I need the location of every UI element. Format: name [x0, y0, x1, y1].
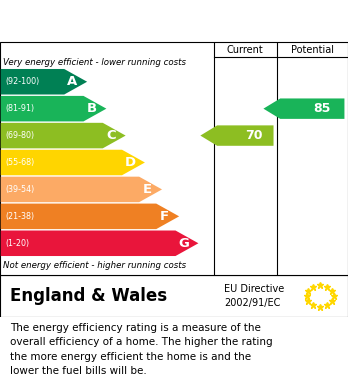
Text: C: C — [106, 129, 116, 142]
Text: Potential: Potential — [291, 45, 334, 55]
Text: (55-68): (55-68) — [5, 158, 34, 167]
Text: Very energy efficient - lower running costs: Very energy efficient - lower running co… — [3, 57, 187, 66]
Polygon shape — [200, 126, 274, 146]
Polygon shape — [1, 231, 198, 256]
Polygon shape — [1, 150, 145, 175]
Text: F: F — [160, 210, 169, 223]
Text: A: A — [67, 75, 77, 88]
Polygon shape — [263, 99, 345, 119]
Text: Not energy efficient - higher running costs: Not energy efficient - higher running co… — [3, 261, 187, 270]
Text: England & Wales: England & Wales — [10, 287, 168, 305]
Text: D: D — [125, 156, 136, 169]
Text: (69-80): (69-80) — [5, 131, 34, 140]
Polygon shape — [1, 204, 179, 229]
Text: 70: 70 — [245, 129, 262, 142]
Text: (39-54): (39-54) — [5, 185, 34, 194]
Text: Energy Efficiency Rating: Energy Efficiency Rating — [10, 12, 258, 30]
Text: Current: Current — [227, 45, 264, 55]
Polygon shape — [1, 123, 126, 148]
Text: The energy efficiency rating is a measure of the
overall efficiency of a home. T: The energy efficiency rating is a measur… — [10, 323, 273, 376]
Text: 85: 85 — [313, 102, 331, 115]
Text: (92-100): (92-100) — [5, 77, 39, 86]
Polygon shape — [1, 177, 162, 202]
Text: B: B — [86, 102, 96, 115]
Text: EU Directive
2002/91/EC: EU Directive 2002/91/EC — [224, 283, 285, 308]
Text: E: E — [143, 183, 152, 196]
Polygon shape — [1, 69, 87, 95]
Text: (1-20): (1-20) — [5, 239, 29, 248]
Text: G: G — [178, 237, 189, 250]
Polygon shape — [1, 96, 106, 122]
Text: (21-38): (21-38) — [5, 212, 34, 221]
Text: (81-91): (81-91) — [5, 104, 34, 113]
